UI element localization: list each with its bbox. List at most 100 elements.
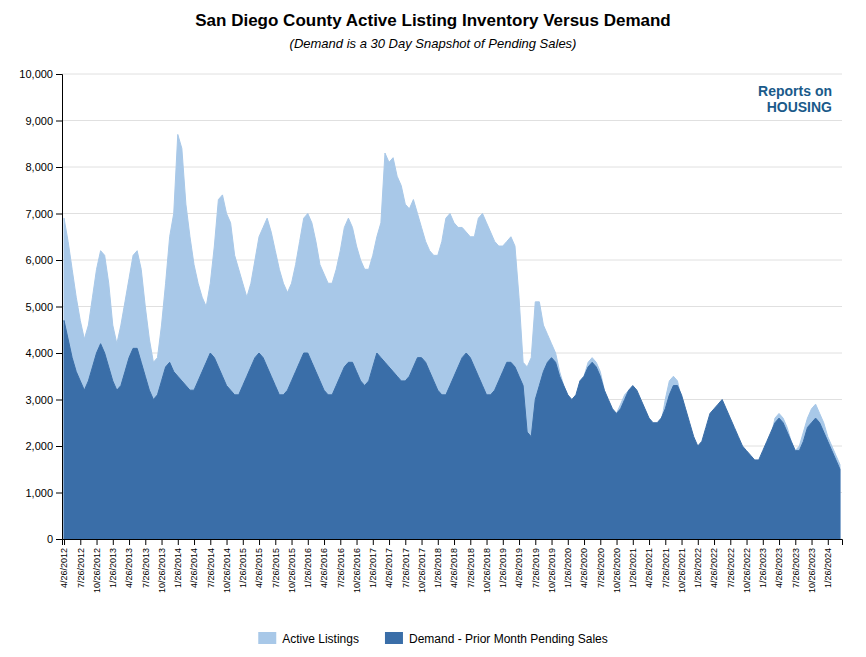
tick-mark bbox=[56, 167, 62, 168]
grid-line bbox=[62, 120, 842, 121]
legend: Active Listings Demand - Prior Month Pend… bbox=[258, 632, 607, 646]
tick: 7/26/2022 bbox=[726, 539, 736, 588]
tick-label: 2,000 bbox=[25, 440, 53, 452]
tick: 7/26/2021 bbox=[661, 539, 671, 588]
tick: 2,000 bbox=[25, 440, 62, 452]
tick-mark bbox=[519, 539, 520, 545]
tick-label: 7/26/2017 bbox=[401, 548, 411, 588]
tick-mark bbox=[779, 539, 780, 545]
tick: 10/26/2017 bbox=[417, 539, 427, 593]
tick-mark bbox=[56, 400, 62, 401]
tick-mark bbox=[56, 74, 62, 75]
tick-mark bbox=[405, 539, 406, 545]
tick: 7/26/2017 bbox=[401, 539, 411, 588]
tick-mark bbox=[422, 539, 423, 545]
tick: 10/26/2023 bbox=[807, 539, 817, 593]
tick: 10/26/2013 bbox=[157, 539, 167, 593]
tick: 4/26/2020 bbox=[579, 539, 589, 588]
tick-mark bbox=[56, 307, 62, 308]
tick: 6,000 bbox=[25, 254, 62, 266]
tick-label: 1/26/2018 bbox=[433, 548, 443, 588]
x-axis: 4/26/20127/26/201210/26/20121/26/20134/2… bbox=[59, 539, 842, 593]
tick-mark bbox=[56, 353, 62, 354]
tick-label: 7/26/2014 bbox=[206, 548, 216, 588]
tick: 1,000 bbox=[25, 487, 62, 499]
tick-label: 7/26/2019 bbox=[531, 548, 541, 588]
marks bbox=[64, 134, 840, 539]
tick-label: 7/26/2013 bbox=[141, 548, 151, 588]
tick-label: 10/26/2020 bbox=[612, 548, 622, 593]
tick: 1/26/2015 bbox=[238, 539, 248, 588]
tick-label: 7/26/2020 bbox=[596, 548, 606, 588]
tick: 4,000 bbox=[25, 347, 62, 359]
legend-swatch bbox=[385, 632, 403, 644]
tick-label: 1/26/2024 bbox=[823, 548, 833, 588]
annotation-line: HOUSING bbox=[767, 99, 832, 115]
tick: 4/26/2023 bbox=[774, 539, 784, 588]
tick: 1/26/2024 bbox=[823, 539, 833, 588]
tick-label: 4/26/2015 bbox=[254, 548, 264, 588]
tick-mark bbox=[535, 539, 536, 545]
tick-mark bbox=[568, 539, 569, 545]
tick-label: 10/26/2016 bbox=[352, 548, 362, 593]
tick-mark bbox=[227, 539, 228, 545]
tick-label: 7,000 bbox=[25, 208, 53, 220]
tick-label: 4/26/2022 bbox=[709, 548, 719, 588]
legend-item: Active Listings bbox=[258, 632, 359, 646]
chart-svg: San Diego County Active Listing Inventor… bbox=[0, 0, 866, 657]
tick-label: 1/26/2020 bbox=[563, 548, 573, 588]
tick-label: 1/26/2021 bbox=[628, 548, 638, 588]
tick-label: 10/26/2018 bbox=[482, 548, 492, 593]
tick-label: 4,000 bbox=[25, 347, 53, 359]
tick-label: 7/26/2015 bbox=[271, 548, 281, 588]
tick-label: 4/26/2020 bbox=[579, 548, 589, 588]
tick: 4/26/2014 bbox=[189, 539, 199, 588]
tick-label: 6,000 bbox=[25, 254, 53, 266]
tick-mark bbox=[714, 539, 715, 545]
tick-mark bbox=[340, 539, 341, 545]
tick-label: 4/26/2019 bbox=[514, 548, 524, 588]
tick-mark bbox=[56, 121, 62, 122]
tick: 7/26/2014 bbox=[206, 539, 216, 588]
tick: 3,000 bbox=[25, 394, 62, 406]
tick-mark bbox=[56, 260, 62, 261]
tick: 0 bbox=[47, 533, 62, 545]
tick-label: 1/26/2023 bbox=[758, 548, 768, 588]
tick: 10/26/2012 bbox=[92, 539, 102, 593]
tick: 10/26/2019 bbox=[547, 539, 557, 593]
tick-label: 1/26/2013 bbox=[108, 548, 118, 588]
tick-label: 4/26/2013 bbox=[124, 548, 134, 588]
tick-mark bbox=[80, 539, 81, 545]
tick-mark bbox=[438, 539, 439, 545]
grid bbox=[62, 74, 842, 539]
tick-label: 10/26/2012 bbox=[92, 548, 102, 593]
tick-mark bbox=[730, 539, 731, 545]
tick-label: 10,000 bbox=[19, 68, 53, 80]
tick-label: 8,000 bbox=[25, 161, 53, 173]
tick: 7,000 bbox=[25, 208, 62, 220]
tick-label: 7/26/2023 bbox=[791, 548, 801, 588]
tick-mark bbox=[56, 214, 62, 215]
tick-label: 10/26/2022 bbox=[742, 548, 752, 593]
tick-mark bbox=[698, 539, 699, 545]
tick-label: 0 bbox=[47, 533, 53, 545]
tick: 7/26/2012 bbox=[76, 539, 86, 588]
tick-mark bbox=[600, 539, 601, 545]
tick: 10/26/2018 bbox=[482, 539, 492, 593]
axis-line bbox=[63, 540, 843, 546]
tick-mark bbox=[97, 539, 98, 545]
tick-mark bbox=[373, 539, 374, 545]
tick-label: 1/26/2019 bbox=[498, 548, 508, 588]
tick-label: 7/26/2016 bbox=[336, 548, 346, 588]
annotation: Reports onHOUSING bbox=[758, 83, 832, 115]
legend-item: Demand - Prior Month Pending Sales bbox=[385, 632, 608, 646]
tick-mark bbox=[617, 539, 618, 545]
tick: 4/26/2019 bbox=[514, 539, 524, 588]
tick-mark bbox=[64, 539, 65, 545]
tick: 7/26/2016 bbox=[336, 539, 346, 588]
tick-mark bbox=[210, 539, 211, 545]
tick: 10/26/2016 bbox=[352, 539, 362, 593]
tick-mark bbox=[828, 539, 829, 545]
tick-mark bbox=[259, 539, 260, 545]
tick-mark bbox=[56, 493, 62, 494]
